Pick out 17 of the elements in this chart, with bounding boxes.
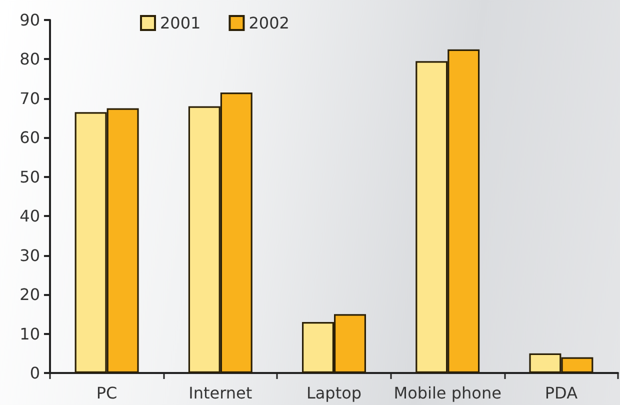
y-tick-label: 90: [20, 10, 40, 30]
legend-label: 2002: [248, 14, 290, 32]
y-tick-label: 20: [20, 285, 40, 304]
y-tick-label: 70: [20, 88, 40, 108]
y-tick-label: 30: [20, 246, 40, 265]
y-tick-label: 50: [20, 167, 40, 186]
x-tick-label: PC: [96, 384, 118, 402]
x-tick-label: PDA: [544, 384, 578, 402]
y-tick-label: 0: [30, 364, 40, 382]
y-tick-label: 10: [20, 324, 40, 344]
y-tick-label: 80: [20, 50, 40, 69]
y-tick-label: 60: [20, 128, 40, 148]
x-tick-label: Laptop: [306, 384, 362, 402]
x-tick-label: Internet: [188, 384, 252, 402]
x-tick-label: Mobile phone: [394, 384, 502, 402]
y-tick-label: 40: [20, 206, 40, 226]
legend-label: 2001: [160, 14, 201, 32]
